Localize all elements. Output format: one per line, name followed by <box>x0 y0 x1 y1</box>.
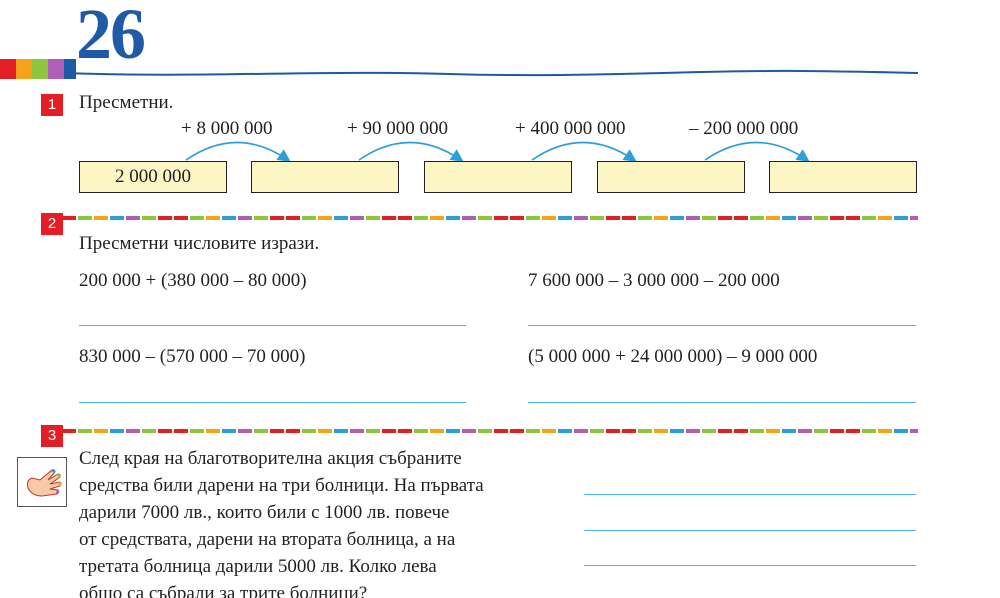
section-divider <box>62 216 918 220</box>
problem-line: средства били дарени на три болници. На … <box>79 475 484 496</box>
page-number: 26 <box>76 0 146 74</box>
header-wave-line <box>63 69 919 77</box>
problem-line: След края на благотворителна акция събра… <box>79 448 462 469</box>
expression: (5 000 000 + 24 000 000) – 9 000 000 <box>528 346 818 367</box>
task-title: Пресметни числовите изрази. <box>79 233 320 254</box>
answer-line[interactable] <box>528 402 916 403</box>
start-value-box: 2 000 000 <box>79 161 227 193</box>
task-number-badge: 1 <box>41 94 63 116</box>
arrow-icon <box>185 141 291 162</box>
expression: 200 000 + (380 000 – 80 000) <box>79 270 307 291</box>
answer-line[interactable] <box>528 325 916 326</box>
answer-box[interactable] <box>251 161 399 193</box>
expression: 830 000 – (570 000 – 70 000) <box>79 346 306 367</box>
task-number-badge: 3 <box>41 425 63 447</box>
hint-box <box>17 457 67 507</box>
answer-box[interactable] <box>597 161 745 193</box>
problem-line: дарили 7000 лв., които били с 1000 лв. п… <box>79 502 450 523</box>
answer-box[interactable] <box>424 161 572 193</box>
operation-label: + 400 000 000 <box>515 118 626 139</box>
arrow-icon <box>531 141 637 162</box>
hand-icon <box>27 468 62 497</box>
answer-box[interactable] <box>769 161 917 193</box>
arrows-group <box>185 141 810 162</box>
expression: 7 600 000 – 3 000 000 – 200 000 <box>528 270 780 291</box>
answer-line[interactable] <box>584 494 916 495</box>
operation-label: + 8 000 000 <box>181 118 273 139</box>
arrow-icon <box>358 141 464 162</box>
task-number-badge: 2 <box>41 213 63 235</box>
answer-line[interactable] <box>584 565 916 566</box>
answer-line[interactable] <box>79 402 466 403</box>
arrow-icon <box>704 141 810 162</box>
operation-label: – 200 000 000 <box>689 118 799 139</box>
answer-line[interactable] <box>79 325 466 326</box>
problem-line: от средствата, дарени на втората болница… <box>79 529 456 550</box>
problem-line: общо са събрали за трите болници? <box>79 583 368 598</box>
word-problem: След края на благотворителна акция събра… <box>79 445 579 598</box>
answer-line[interactable] <box>584 530 916 531</box>
section-divider <box>62 429 918 433</box>
problem-line: третата болница дарили 5000 лв. Колко ле… <box>79 556 437 577</box>
task-title: Пресметни. <box>79 92 174 113</box>
operation-label: + 90 000 000 <box>347 118 448 139</box>
